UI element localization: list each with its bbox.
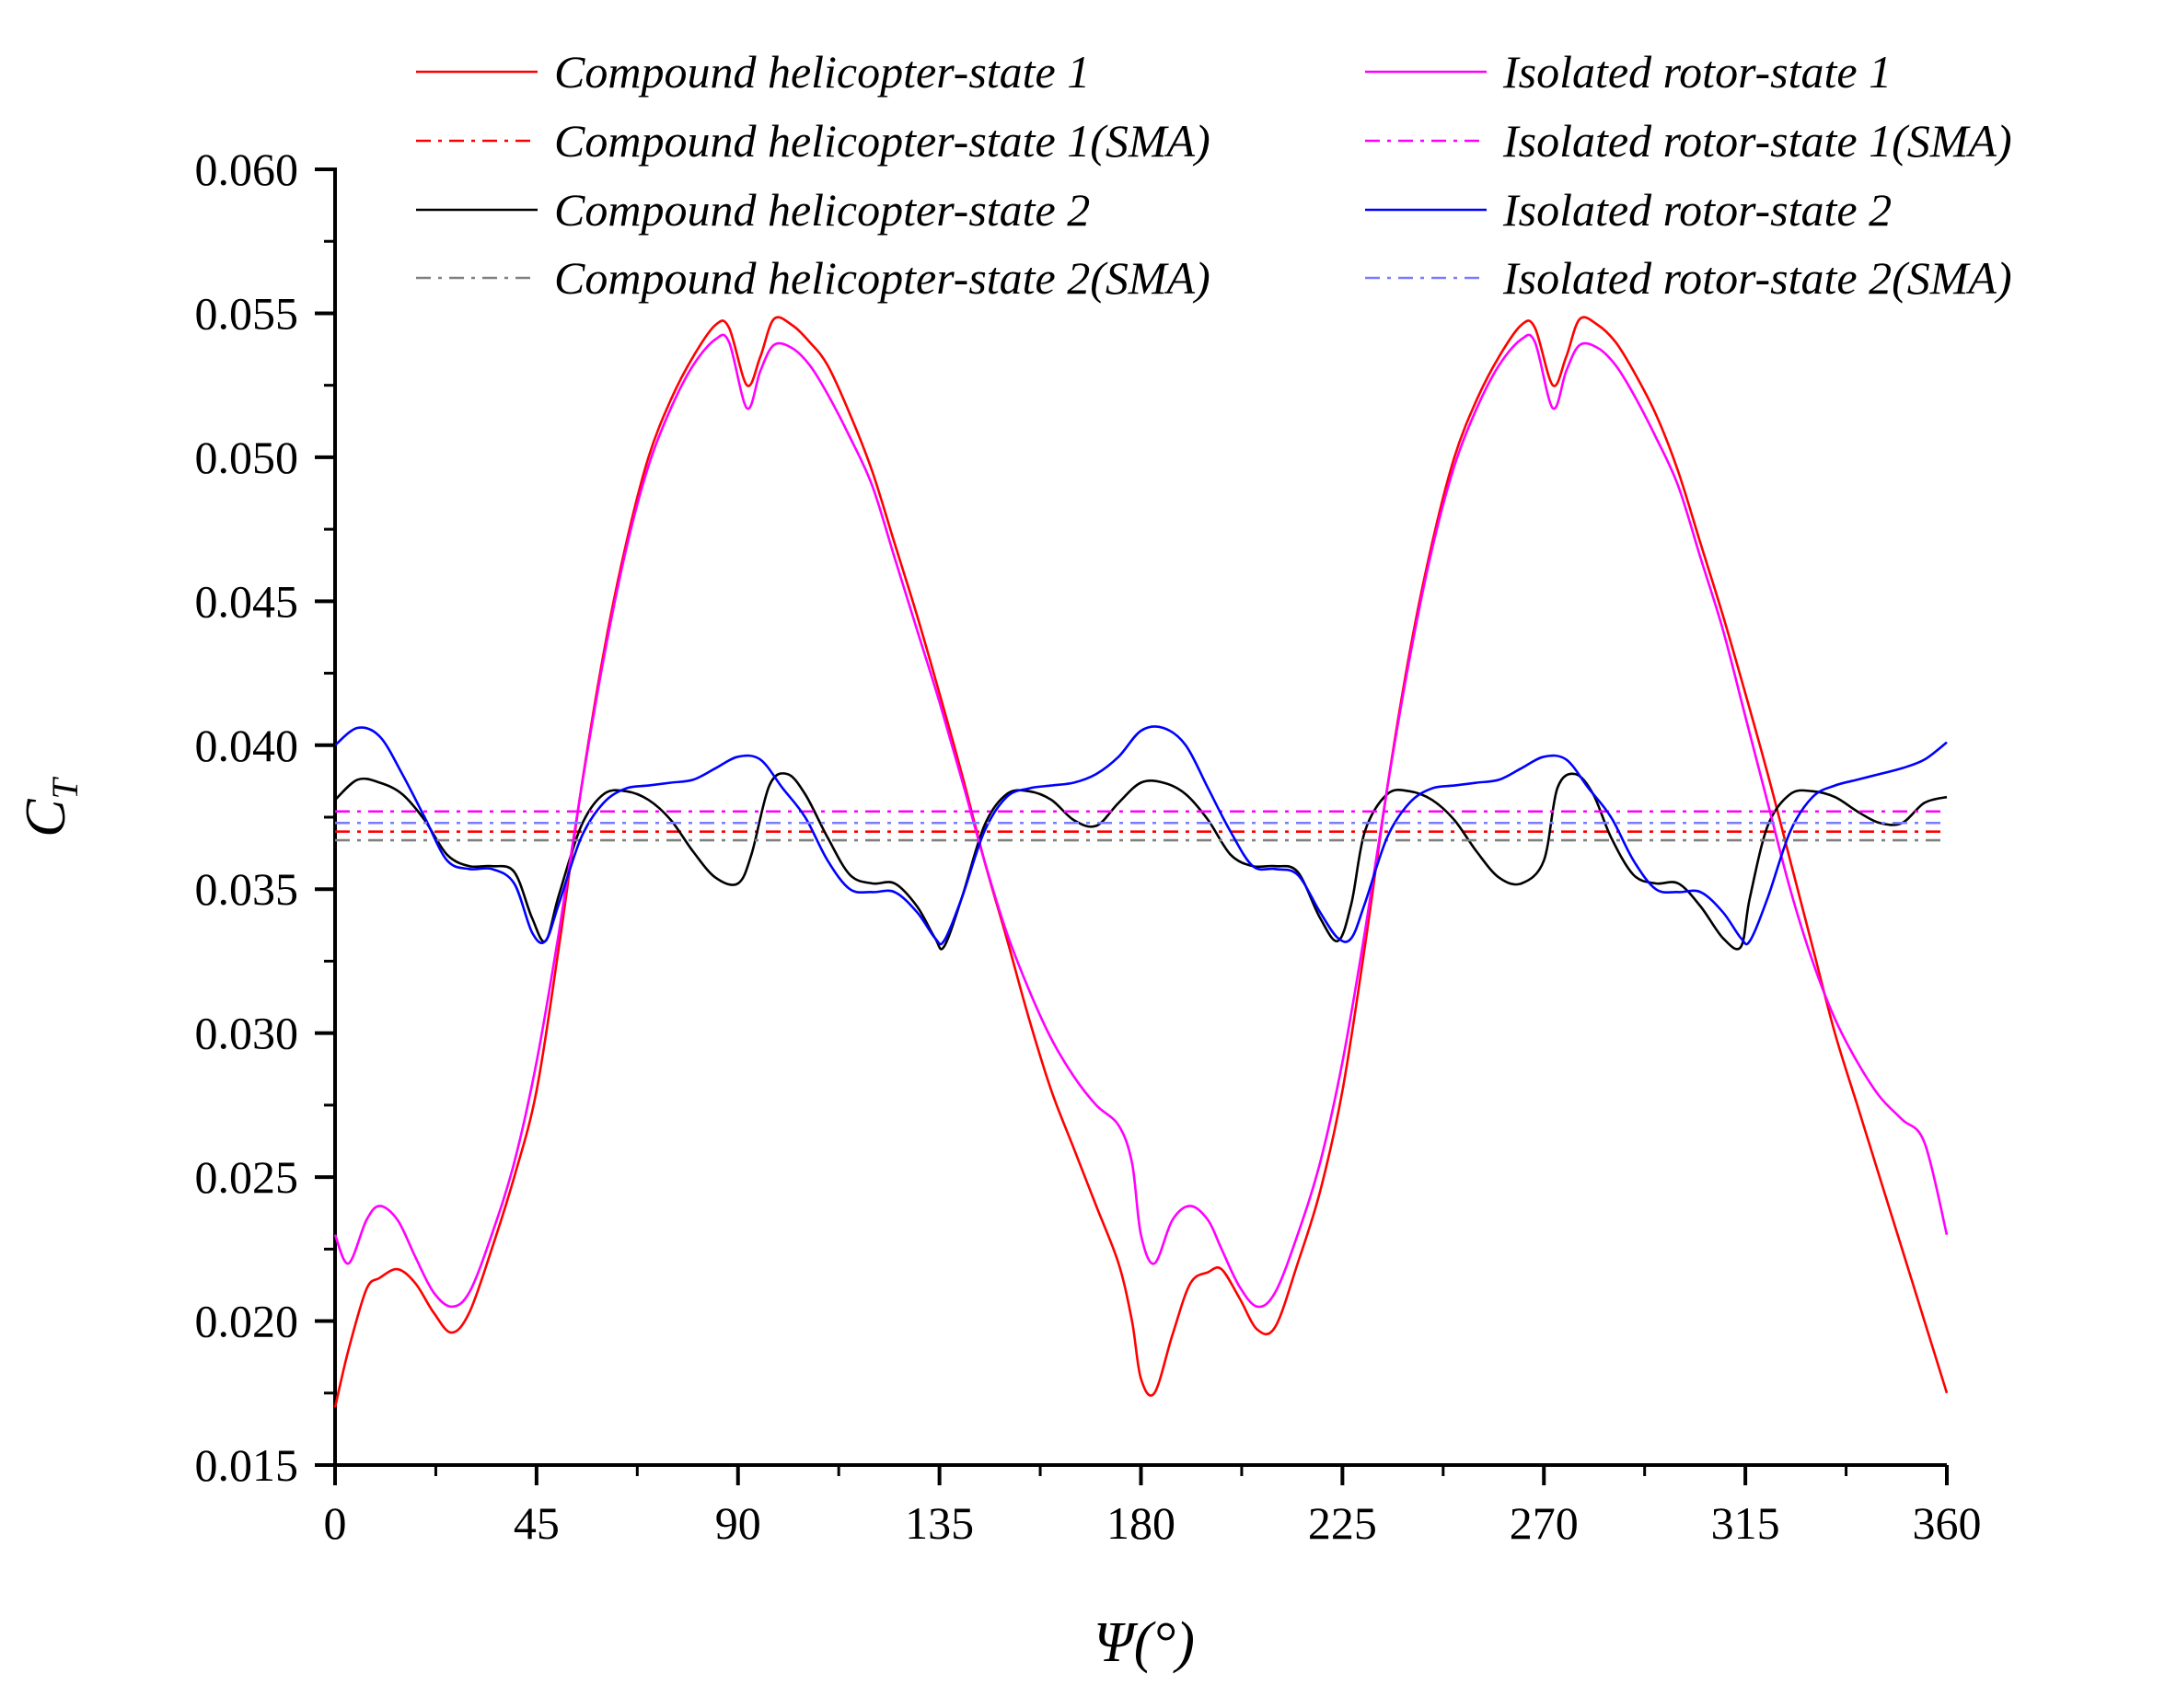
x-tick-label: 180	[1106, 1497, 1175, 1549]
y-tick-label: 0.020	[195, 1296, 299, 1347]
legend-label: Compound helicopter-state 1	[554, 46, 1090, 98]
x-tick-label: 135	[905, 1497, 974, 1549]
y-tick-label: 0.025	[195, 1151, 299, 1203]
y-tick-label: 0.035	[195, 863, 299, 915]
x-tick-label: 270	[1510, 1497, 1579, 1549]
x-axis-title: Ψ(°)	[1094, 1611, 1195, 1674]
x-tick-label: 90	[715, 1497, 761, 1549]
x-tick-label: 225	[1308, 1497, 1377, 1549]
series-line-isolated-rotor-state-1	[333, 333, 1949, 1309]
legend-label: Isolated rotor-state 2	[1502, 184, 1892, 236]
legend-label: Isolated rotor-state 2(SMA)	[1502, 252, 2012, 304]
y-tick-label: 0.015	[195, 1439, 299, 1491]
legend-label: Compound helicopter-state 2(SMA)	[554, 252, 1210, 304]
plot-ticks: 0 45 90 135 180 225 270 315 360 0.015 0.020 0.025 0.…	[195, 144, 1982, 1549]
y-axis-title-main: C	[15, 799, 77, 837]
x-tick-label: 315	[1711, 1497, 1780, 1549]
y-tick-label: 0.060	[195, 144, 299, 195]
legend-label: Isolated rotor-state 1(SMA)	[1502, 115, 2012, 167]
x-tick-label: 0	[324, 1497, 347, 1549]
y-tick-label: 0.040	[195, 720, 299, 771]
plot-series	[333, 316, 1949, 1408]
y-tick-label: 0.055	[195, 287, 299, 339]
y-tick-label: 0.050	[195, 432, 299, 483]
legend: Compound helicopter-state 1 Isolated roto…	[416, 46, 2012, 304]
legend-label: Compound helicopter-state 2	[554, 184, 1090, 236]
x-tick-label: 360	[1913, 1497, 1982, 1549]
series-line-compound-helicopter-state-2	[334, 772, 1948, 951]
y-tick-label: 0.030	[195, 1008, 299, 1059]
legend-label: Isolated rotor-state 1	[1502, 46, 1892, 98]
y-tick-label: 0.045	[195, 575, 299, 627]
y-axis-title: CT	[15, 776, 86, 837]
x-tick-label: 45	[514, 1497, 560, 1549]
y-axis-title-subscript: T	[44, 776, 86, 799]
series-line-compound-helicopter-state-1	[333, 316, 1949, 1408]
series-line-isolated-rotor-state-2	[334, 725, 1948, 946]
legend-label: Compound helicopter-state 1(SMA)	[554, 115, 1210, 167]
